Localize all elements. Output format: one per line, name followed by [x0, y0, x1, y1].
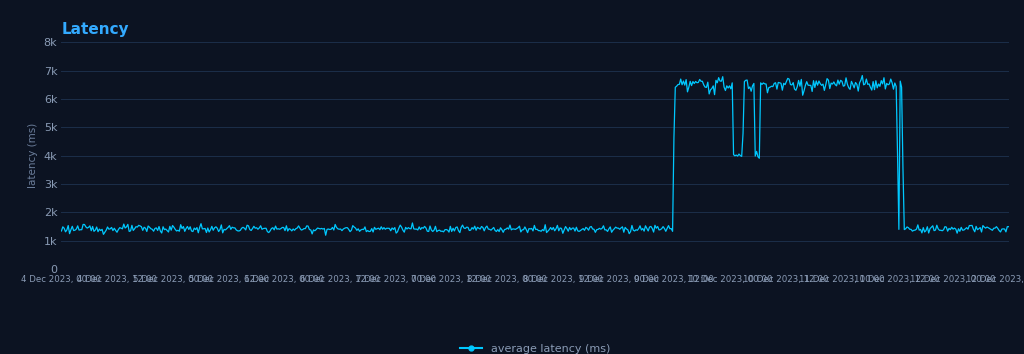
Y-axis label: latency (ms): latency (ms) [28, 123, 38, 188]
Legend: average latency (ms): average latency (ms) [456, 340, 614, 354]
Text: Latency: Latency [61, 22, 129, 37]
